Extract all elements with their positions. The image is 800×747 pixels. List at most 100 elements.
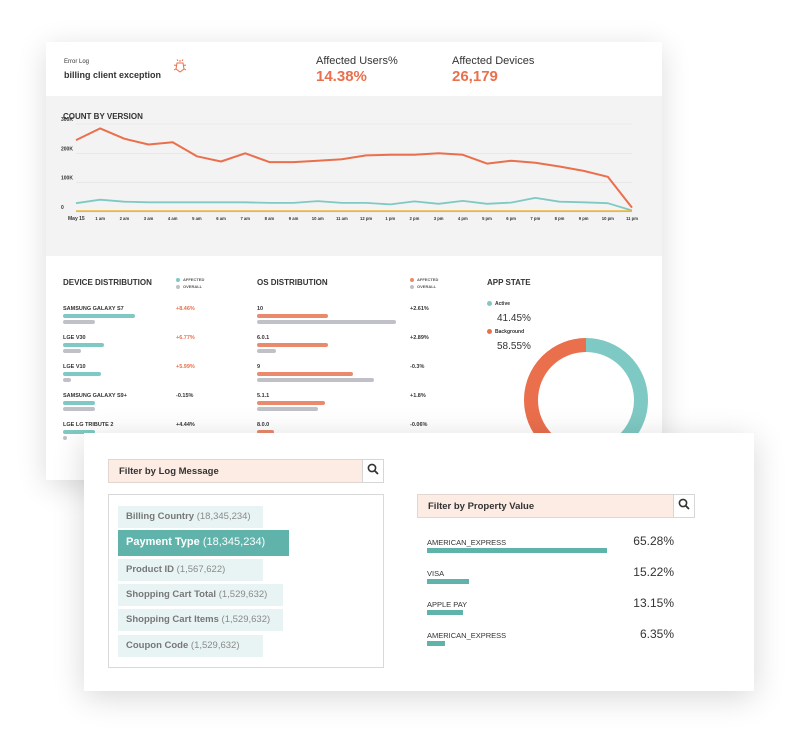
device-row-pct: +6.77% — [176, 335, 195, 341]
device-overall-bar — [63, 378, 71, 382]
property-row-bar — [427, 641, 445, 646]
filter-card: Filter by Log Message Billing Country (1… — [84, 433, 754, 691]
device-row-label: LGE LG TRIBUTE 2 — [63, 422, 114, 428]
x-tick-label: May 15 — [68, 216, 85, 222]
property-search-button[interactable] — [673, 494, 695, 518]
property-row-bar — [427, 579, 469, 584]
log-message-item[interactable]: Billing Country (18,345,234) — [118, 506, 263, 528]
device-row-pct: -0.15% — [176, 393, 194, 399]
chart-title: COUNT BY VERSION — [63, 112, 143, 121]
os-row-pct: -0.3% — [410, 364, 425, 370]
log-item-name: Payment Type — [126, 536, 200, 548]
device-row-label: SAMSUNG GALAXY S9+ — [63, 393, 127, 399]
x-tick-label: 5 pm — [482, 216, 492, 221]
property-row-pct: 15.22% — [633, 565, 674, 579]
error-dashboard-card: Error Log billing client exception Affec… — [46, 42, 662, 480]
x-tick-label: 8 pm — [555, 216, 565, 221]
device-affected-bar — [63, 343, 104, 347]
log-item-count: (1,529,632) — [218, 589, 268, 600]
app-state-title: APP STATE — [487, 278, 531, 287]
log-message-item[interactable]: Shopping Cart Total (1,529,632) — [118, 584, 283, 606]
legend-dot — [410, 277, 414, 282]
x-tick-label: 1 pm — [385, 216, 395, 221]
legend-dot — [487, 301, 492, 307]
device-affected-bar — [63, 430, 95, 434]
os-affected-bar — [257, 343, 328, 347]
active-value: 41.45% — [497, 313, 531, 324]
series-line-0 — [75, 127, 633, 209]
y-tick-label: 300K — [61, 117, 73, 123]
legend-affected: AFFECTED — [417, 277, 439, 282]
property-row-label: AMERICAN_EXPRESS — [427, 538, 507, 547]
os-row-label: 9 — [257, 364, 261, 370]
background-value: 58.55% — [497, 341, 531, 352]
x-tick-label: 8 am — [265, 216, 275, 221]
os-affected-bar — [257, 430, 274, 434]
x-tick-label: 11 pm — [626, 216, 638, 221]
log-message-item[interactable]: Coupon Code (1,529,632) — [118, 635, 263, 657]
affected-devices-value: 26,179 — [452, 68, 498, 85]
property-value-filter-input[interactable]: Filter by Property Value — [417, 494, 674, 518]
x-tick-label: 7 pm — [530, 216, 540, 221]
log-message-filter-input[interactable]: Filter by Log Message — [108, 459, 364, 483]
log-item-name: Product ID — [126, 564, 175, 575]
os-overall-bar — [257, 378, 374, 382]
legend-dot — [487, 329, 492, 335]
os-overall-bar — [257, 407, 318, 411]
os-affected-bar — [257, 372, 353, 376]
property-row-label: APPLE PAY — [427, 600, 468, 609]
x-tick-label: 7 am — [240, 216, 250, 221]
search-icon — [367, 462, 379, 480]
legend-dot — [176, 277, 180, 282]
affected-devices-label: Affected Devices — [452, 55, 535, 67]
device-row-pct: +4.44% — [176, 422, 195, 428]
x-tick-label: 2 am — [120, 216, 130, 221]
legend-affected: AFFECTED — [183, 277, 205, 282]
x-tick-label: 9 pm — [579, 216, 589, 221]
device-overall-bar — [63, 436, 67, 440]
log-item-name: Shopping Cart Items — [126, 614, 219, 625]
x-tick-label: 4 pm — [458, 216, 468, 221]
affected-users-value: 14.38% — [316, 68, 367, 85]
device-row-label: SAMSUNG GALAXY S7 — [63, 306, 124, 312]
log-message-list: Billing Country (18,345,234) Payment Type… — [108, 494, 384, 668]
os-row-label: 10 — [257, 306, 264, 312]
property-row-pct: 65.28% — [633, 534, 674, 548]
app-state-active-legend: Active — [487, 301, 510, 307]
log-message-item[interactable]: Shopping Cart Items (1,529,632) — [118, 609, 283, 631]
bug-icon — [172, 58, 188, 79]
x-tick-label: 6 am — [216, 216, 226, 221]
y-tick-label: 200K — [61, 146, 73, 152]
legend-dot — [176, 284, 180, 289]
log-item-name: Shopping Cart Total — [126, 589, 217, 600]
device-overall-bar — [63, 320, 95, 324]
device-affected-bar — [63, 314, 135, 318]
os-overall-bar — [257, 320, 396, 324]
error-header: Error Log billing client exception Affec… — [46, 42, 662, 96]
log-message-item[interactable]: Product ID (1,567,622) — [118, 559, 263, 581]
property-row-bar — [427, 548, 607, 553]
device-affected-bar — [63, 401, 95, 405]
x-tick-label: 5 am — [192, 216, 202, 221]
error-log-label: Error Log — [64, 59, 90, 65]
x-tick-label: 10 am — [312, 216, 324, 221]
property-row-label: AMERICAN_EXPRESS — [427, 631, 507, 640]
device-affected-bar — [63, 372, 101, 376]
device-distribution-title: DEVICE DISTRIBUTION — [63, 278, 152, 287]
log-message-item[interactable]: Payment Type (18,345,234) — [118, 530, 289, 556]
x-tick-label: 2 pm — [410, 216, 420, 221]
x-tick-label: 3 am — [144, 216, 154, 221]
y-tick-label: 0 — [61, 205, 64, 211]
log-search-button[interactable] — [362, 459, 384, 483]
series-line-1 — [75, 197, 633, 212]
property-row-label: VISA — [427, 569, 445, 578]
os-overall-bar — [257, 349, 276, 353]
device-row-label: LGE V10 — [63, 364, 86, 370]
legend-overall: OVERALL — [417, 284, 437, 289]
x-tick-label: 4 am — [168, 216, 178, 221]
os-row-label: 8.0.0 — [257, 422, 270, 428]
log-item-count: (18,345,234) — [196, 511, 251, 522]
log-item-count: (1,529,632) — [190, 640, 240, 651]
affected-users-label: Affected Users% — [316, 55, 398, 67]
x-tick-label: 3 pm — [434, 216, 444, 221]
